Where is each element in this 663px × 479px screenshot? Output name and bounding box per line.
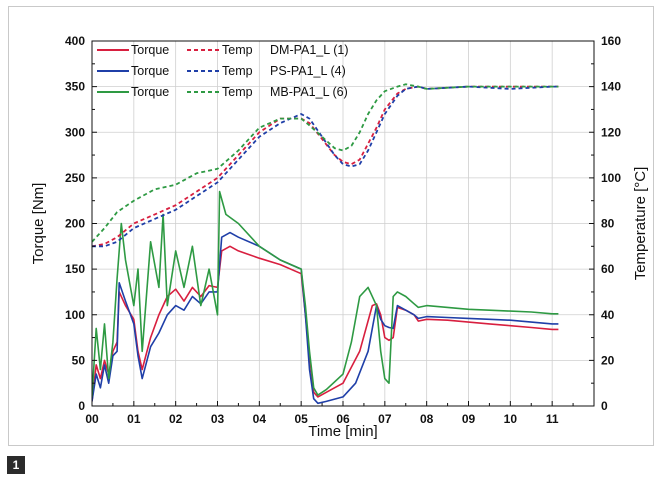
y-right-tick-label: 40: [601, 308, 615, 322]
y-right-tick-label: 120: [601, 125, 621, 139]
figure-frame: [8, 6, 654, 446]
y-right-tick-label: 20: [601, 353, 615, 367]
legend-torque-label: Torque: [131, 43, 169, 57]
y-right-tick-label: 160: [601, 34, 621, 48]
y-axis-title-left: Torque [Nm]: [30, 183, 47, 265]
x-tick-label: 03: [211, 412, 225, 426]
y-right-tick-label: 60: [601, 262, 615, 276]
x-tick-label: 02: [169, 412, 183, 426]
y-axis-title-right: Temperature [°C]: [632, 167, 649, 281]
series-layer: [92, 83, 559, 405]
y-right-tick-label: 0: [601, 399, 608, 413]
x-tick-label: 09: [462, 412, 476, 426]
legend-sample-label: MB-PA1_L (6): [270, 85, 348, 99]
y-left-tick-label: 250: [65, 171, 85, 185]
legend-temp-label: Temp: [222, 85, 253, 99]
x-tick-label: 10: [504, 412, 518, 426]
legend-torque-label: Torque: [131, 85, 169, 99]
y-right-tick-label: 100: [601, 171, 621, 185]
x-tick-label: 00: [85, 412, 99, 426]
grid-layer: [91, 40, 594, 407]
y-left-tick-label: 400: [65, 34, 85, 48]
figure-number-badge: 1: [7, 456, 25, 474]
legend-temp-label: Temp: [222, 43, 253, 57]
x-tick-label: 04: [253, 412, 267, 426]
y-left-tick-label: 200: [65, 217, 85, 231]
legend: Torque Temp DM-PA1_L (1) Torque Temp PS-PA1_L…: [97, 43, 349, 99]
x-tick-label: 07: [378, 412, 392, 426]
temp-series-2: [92, 85, 559, 248]
x-tick-label: 11: [546, 412, 559, 426]
temp-series-1: [92, 85, 559, 248]
y-left-tick-label: 350: [65, 80, 85, 94]
torque-series-1: [92, 245, 559, 402]
legend-sample-label: DM-PA1_L (1): [270, 43, 349, 57]
y-left-tick-label: 100: [65, 308, 85, 322]
y-left-tick-label: 50: [72, 353, 86, 367]
legend-temp-label: Temp: [222, 64, 253, 78]
x-tick-label: 08: [420, 412, 434, 426]
legend-sample-label: PS-PA1_L (4): [270, 64, 346, 78]
x-tick-label: 06: [336, 412, 350, 426]
x-tick-label: 01: [127, 412, 141, 426]
torque-series-2: [92, 231, 559, 405]
y-left-tick-label: 150: [65, 262, 85, 276]
y-left-tick-label: 300: [65, 125, 85, 139]
x-tick-label: 05: [294, 412, 308, 426]
tick-layer: 00 01 02 03 04 05 06 07 08 09 10 110501001502002503…: [65, 34, 621, 426]
y-right-tick-label: 80: [601, 217, 615, 231]
torque-series-3: [92, 190, 559, 397]
x-axis-title: Time [min]: [308, 423, 377, 440]
y-right-tick-label: 140: [601, 80, 621, 94]
y-left-tick-label: 0: [78, 399, 85, 413]
temp-series-3: [92, 83, 559, 243]
legend-torque-label: Torque: [131, 64, 169, 78]
